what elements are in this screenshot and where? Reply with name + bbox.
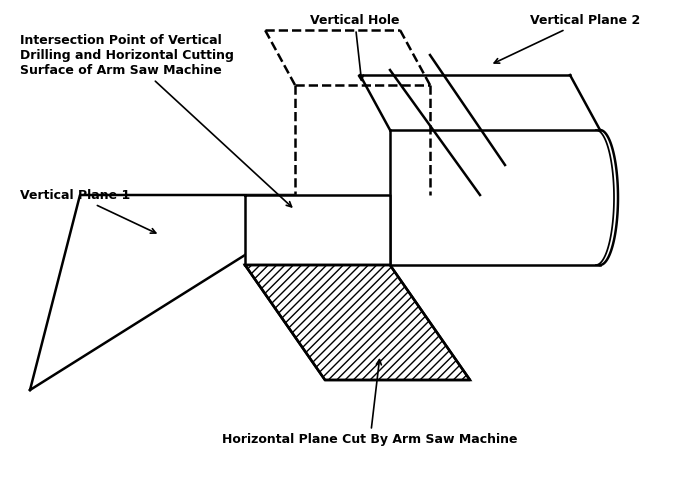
Polygon shape bbox=[390, 130, 600, 265]
Text: Vertical Plane 2: Vertical Plane 2 bbox=[494, 13, 640, 63]
Text: Intersection Point of Vertical
Drilling and Horizontal Cutting
Surface of Arm Sa: Intersection Point of Vertical Drilling … bbox=[20, 33, 292, 207]
Polygon shape bbox=[30, 195, 295, 390]
Text: Vertical Hole: Vertical Hole bbox=[310, 13, 400, 80]
Text: Vertical Plane 1: Vertical Plane 1 bbox=[20, 189, 156, 233]
Text: Horizontal Plane Cut By Arm Saw Machine: Horizontal Plane Cut By Arm Saw Machine bbox=[223, 360, 518, 447]
Polygon shape bbox=[245, 265, 470, 380]
Polygon shape bbox=[245, 195, 390, 265]
